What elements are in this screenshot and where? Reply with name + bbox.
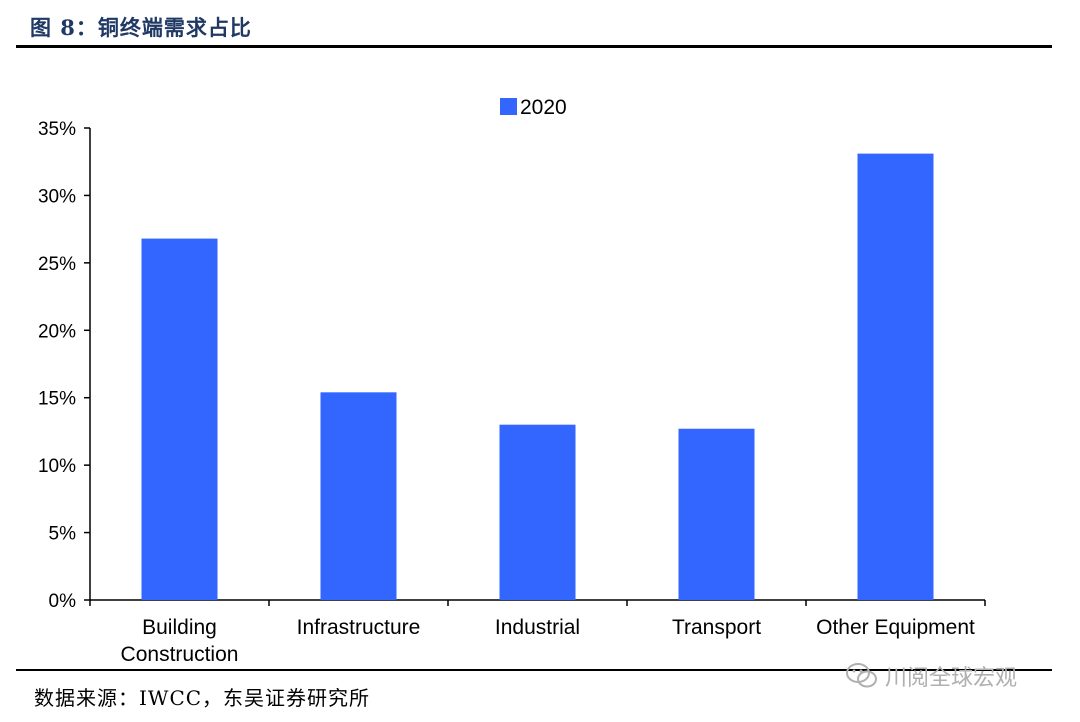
y-tick-label: 25% — [38, 254, 76, 275]
x-axis: Building Construction Infrastructure Indust… — [89, 599, 986, 666]
bar — [141, 238, 218, 600]
x-category-label: Building Construction — [121, 616, 239, 666]
bars — [141, 153, 934, 600]
figure-title: 图 8：铜终端需求占比 — [30, 15, 252, 40]
source-note: 数据来源：IWCC，东吴证券研究所 — [34, 686, 371, 710]
legend-label: 2020 — [520, 96, 567, 119]
y-axis: 0% 5% 10% 15% 20% 25% 30% 35% — [38, 119, 91, 612]
bar — [499, 424, 576, 600]
bottom-rule — [16, 669, 1052, 671]
y-tick-label: 5% — [49, 524, 77, 545]
legend: 2020 — [500, 96, 567, 119]
y-tick-label: 30% — [38, 186, 76, 207]
watermark-text: 川阅全球宏观 — [885, 666, 1018, 691]
legend-swatch — [500, 98, 517, 115]
x-category-label: Transport — [672, 616, 761, 639]
y-tick-label: 15% — [38, 389, 76, 410]
y-tick-label: 35% — [38, 119, 76, 140]
y-tick-label: 10% — [38, 456, 76, 477]
x-category-label: Infrastructure — [297, 616, 421, 639]
bar — [678, 428, 755, 600]
wechat-icon — [846, 663, 877, 688]
x-category-label: Other Equipment — [816, 616, 975, 639]
watermark: 川阅全球宏观 — [845, 660, 1017, 692]
y-tick-label: 0% — [49, 591, 77, 612]
bar — [320, 392, 397, 600]
top-rule — [16, 45, 1052, 48]
x-category-label: Industrial — [495, 616, 580, 639]
bar — [857, 153, 934, 600]
y-tick-label: 20% — [38, 321, 76, 342]
